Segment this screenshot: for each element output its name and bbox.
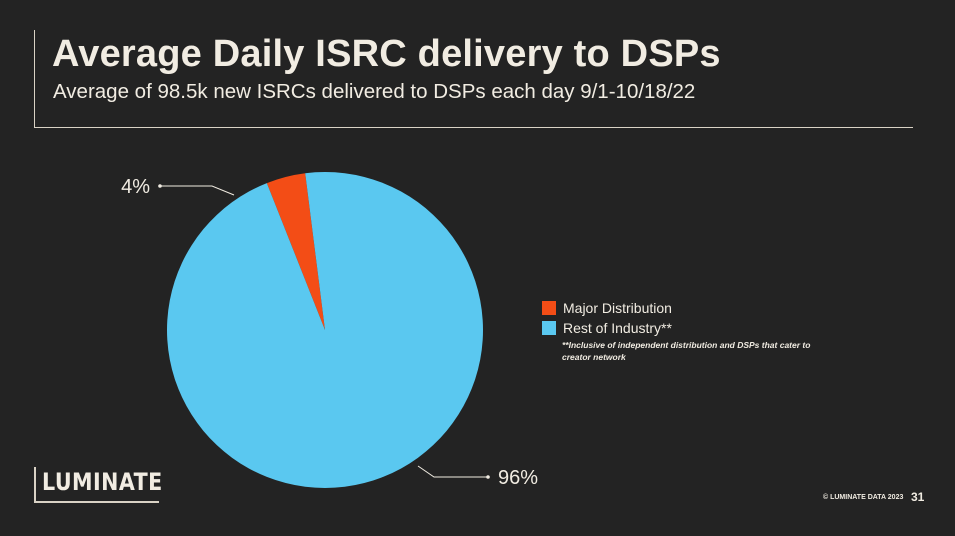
pie-callouts: 4% 96%: [121, 176, 538, 489]
legend-footnote: **Inclusive of independent distribution …: [562, 340, 811, 362]
callout-dot-rest-of-industry: [486, 475, 490, 479]
chart-legend: Major Distribution Rest of Industry**: [542, 298, 672, 338]
data-label-rest-of-industry: 96%: [498, 467, 538, 489]
copyright-text: © LUMINATE DATA 2023: [823, 494, 904, 501]
legend-swatch-major-distribution: [542, 301, 556, 315]
slide-title: Average Daily ISRC delivery to DSPs: [52, 33, 721, 75]
legend-label-rest-of-industry: Rest of Industry**: [563, 320, 672, 336]
data-label-major-distribution: 4%: [121, 176, 150, 198]
header-frame: [34, 30, 913, 128]
legend-swatch-rest-of-industry: [542, 321, 556, 335]
page-number: 31: [911, 490, 925, 504]
pie-slice-rest-of-industry: [167, 172, 484, 488]
legend-item-rest-of-industry: Rest of Industry**: [542, 318, 672, 338]
callout-line-major-distribution: [160, 185, 235, 196]
slide-subtitle: Average of 98.5k new ISRCs delivered to …: [53, 80, 696, 103]
legend-label-major-distribution: Major Distribution: [563, 300, 672, 316]
callout-line-rest-of-industry: [417, 465, 488, 478]
legend-item-major-distribution: Major Distribution: [542, 298, 672, 318]
pie-slices: [167, 172, 484, 488]
callout-dot-major-distribution: [158, 184, 162, 188]
pie-slice-major-distribution: [266, 173, 325, 330]
luminate-logo: LUMINATE: [34, 467, 162, 503]
logo-text: LUMINATE: [42, 468, 163, 496]
